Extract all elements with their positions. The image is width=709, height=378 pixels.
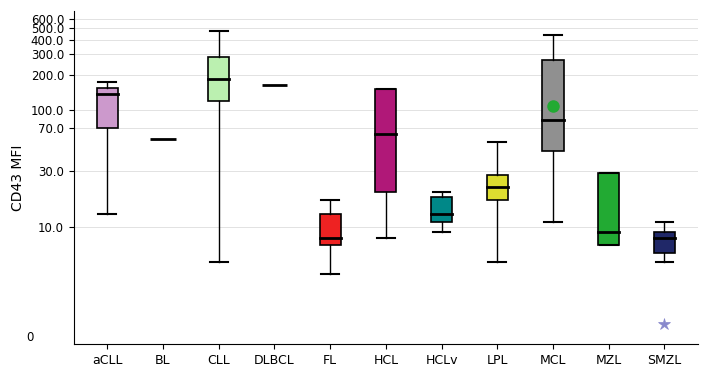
Bar <box>654 232 675 253</box>
Bar <box>320 214 341 245</box>
Text: 0: 0 <box>26 331 33 344</box>
Bar <box>375 89 396 192</box>
Bar <box>96 88 118 128</box>
Bar <box>598 173 620 245</box>
Y-axis label: CD43 MFI: CD43 MFI <box>11 144 25 211</box>
Bar <box>486 175 508 200</box>
Bar <box>431 197 452 222</box>
Bar <box>542 60 564 151</box>
Bar <box>208 57 229 101</box>
